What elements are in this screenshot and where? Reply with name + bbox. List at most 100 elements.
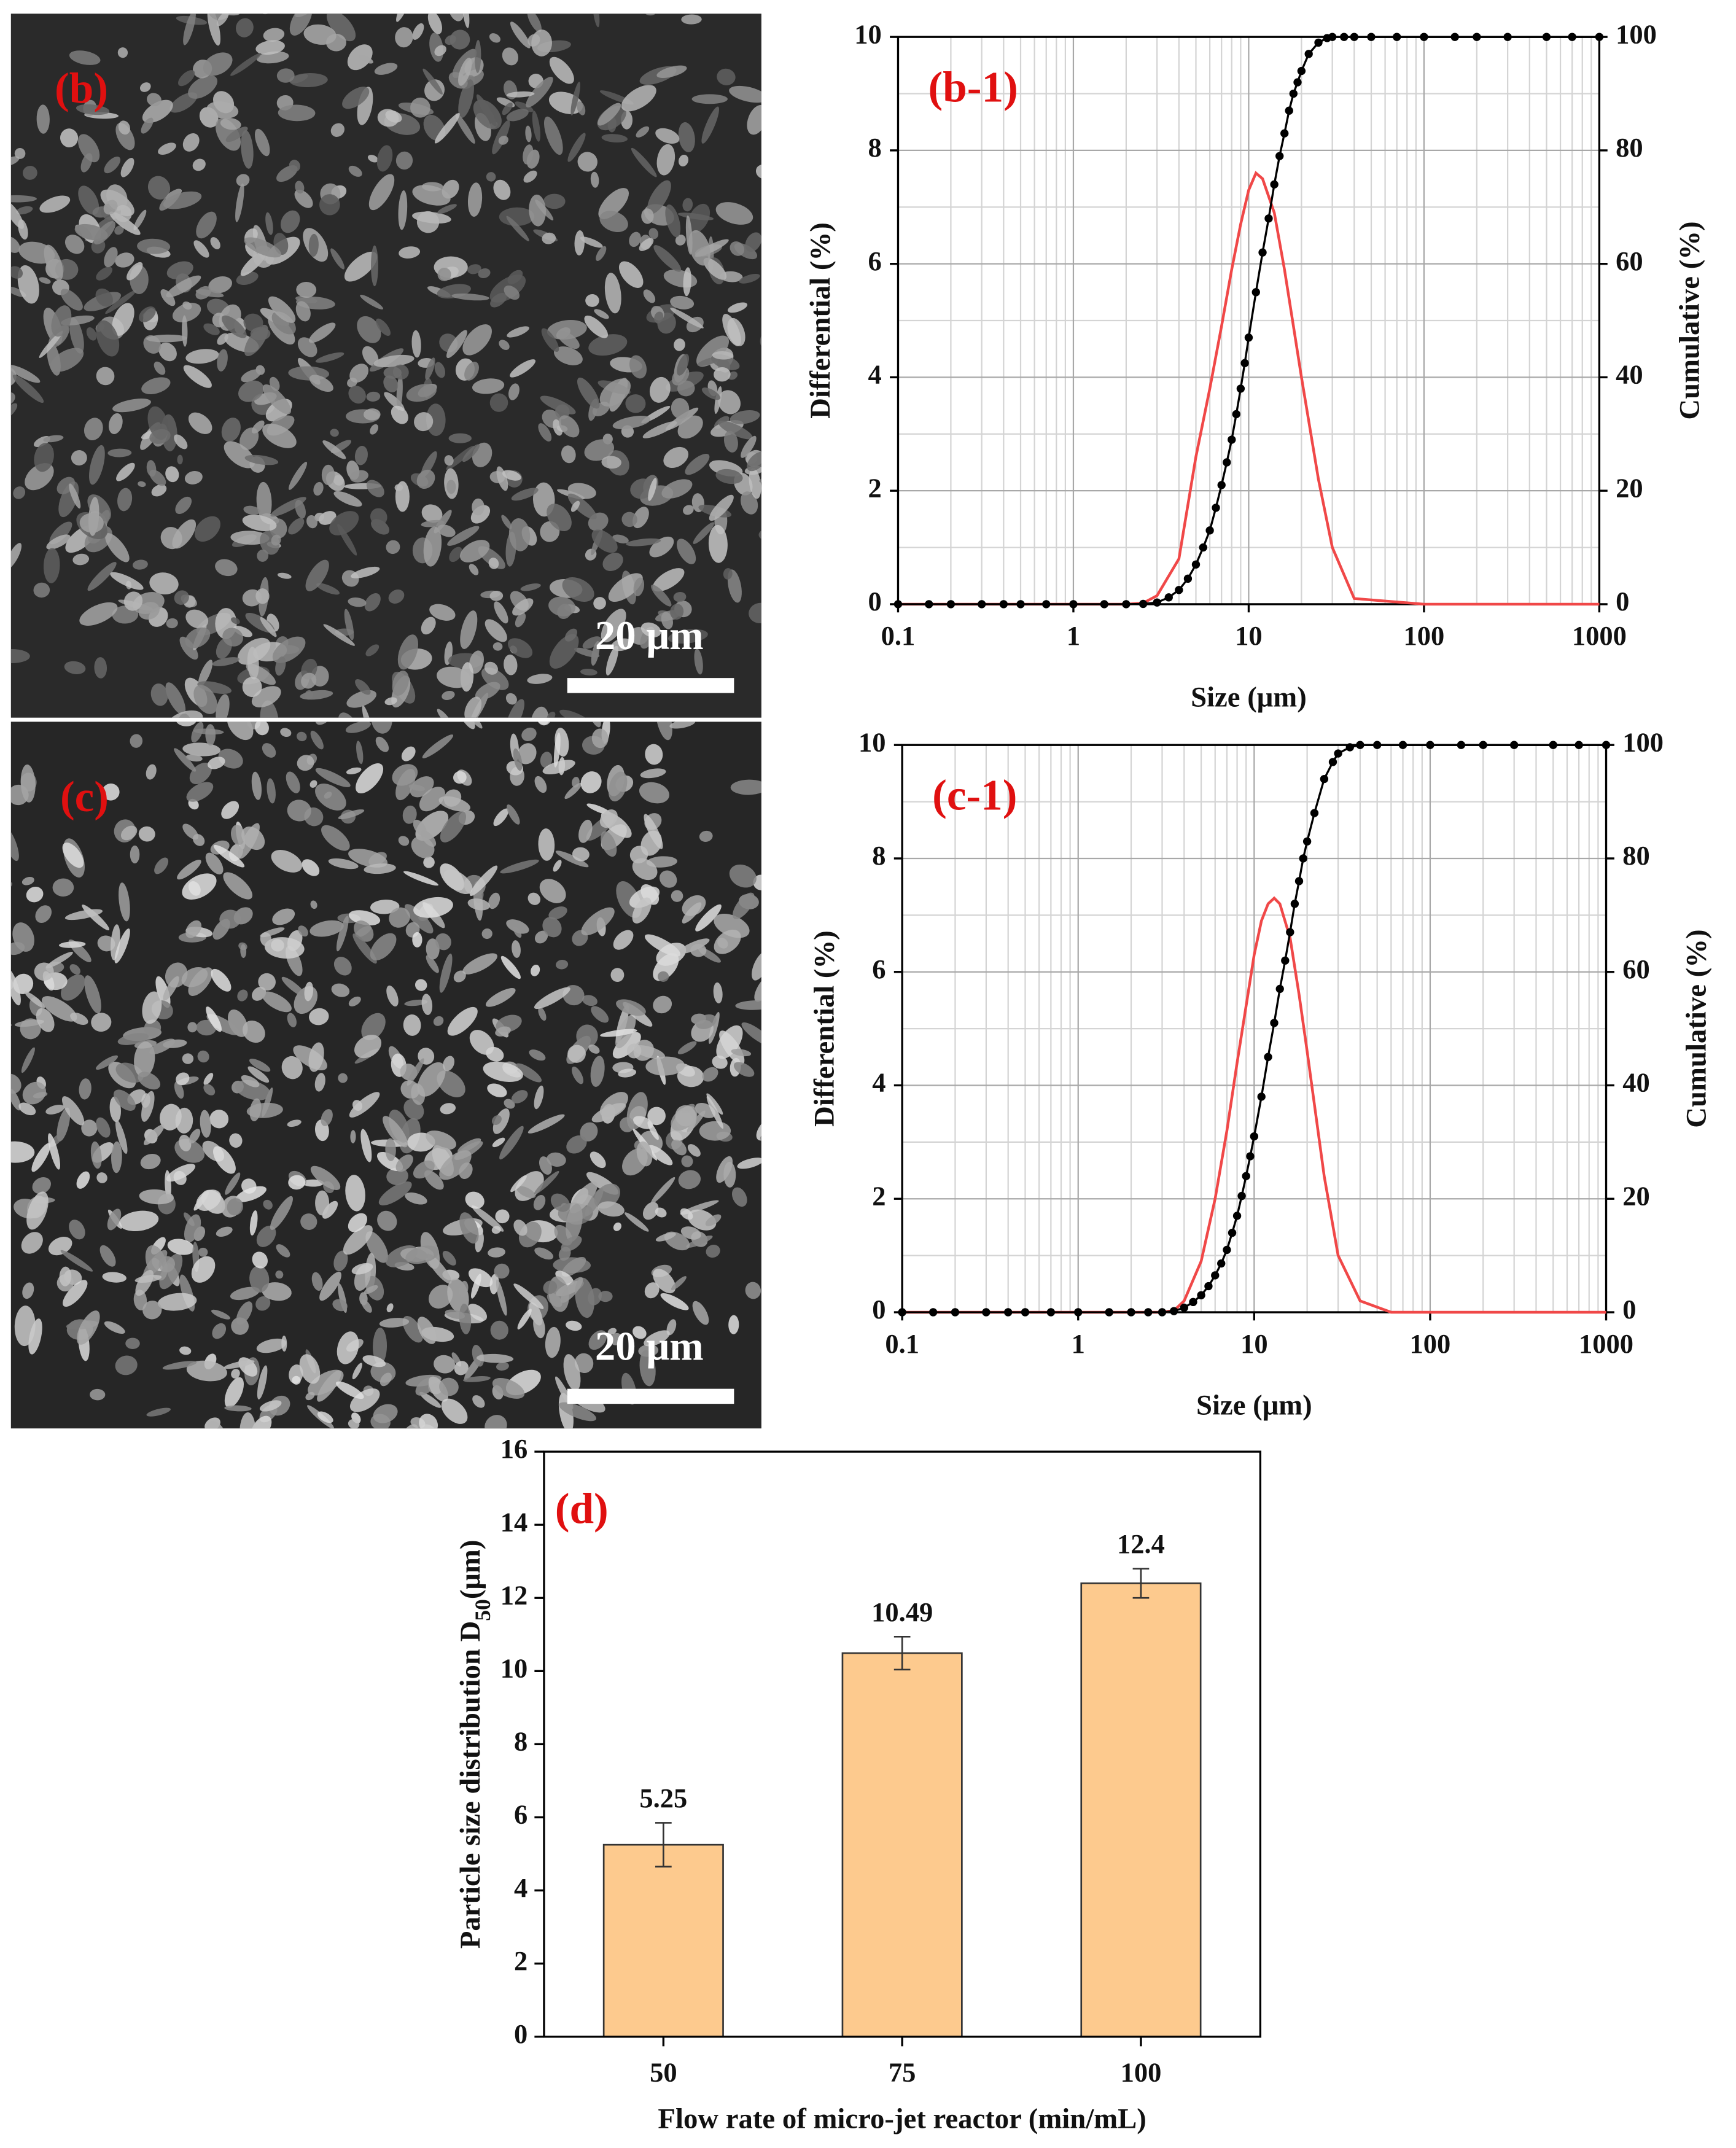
sem-grain <box>221 418 241 442</box>
sem-grain <box>403 871 438 886</box>
sem-grain <box>442 1250 456 1266</box>
sem-grain <box>629 886 660 908</box>
sem-grain <box>112 303 134 336</box>
sem-grain <box>763 321 780 341</box>
sem-grain <box>408 784 426 792</box>
sem-grain <box>220 118 241 130</box>
sem-grain <box>732 892 755 919</box>
sem-grain <box>727 302 747 313</box>
sem-grain <box>453 970 466 983</box>
sem-grain <box>331 983 350 997</box>
data-point <box>982 1308 991 1317</box>
data-point <box>893 600 903 609</box>
sem-grain <box>696 335 730 367</box>
sem-grain <box>489 591 504 601</box>
sem-grain <box>433 1016 444 1026</box>
sem-grain <box>670 295 695 309</box>
sem-grain <box>224 1360 255 1369</box>
sem-grain <box>690 944 707 957</box>
sem-grain <box>155 976 171 1008</box>
sem-grain <box>166 275 201 298</box>
sem-grain <box>379 1318 410 1328</box>
sem-grain <box>306 515 318 529</box>
sem-grain <box>120 825 138 841</box>
sem-grain <box>262 384 292 414</box>
sem-grain <box>515 1063 542 1083</box>
sem-grain <box>715 469 743 484</box>
sem-grain <box>542 917 562 938</box>
sem-grain <box>506 91 535 98</box>
sem-grain <box>90 1388 106 1401</box>
sem-grain <box>533 1194 546 1210</box>
sem-grain <box>69 964 80 975</box>
sem-grain <box>17 265 39 304</box>
sem-grain <box>534 776 547 793</box>
sem-grain <box>643 289 656 303</box>
sem-grain <box>14 1019 44 1027</box>
sem-grain <box>588 1044 600 1054</box>
sem-grain <box>198 660 213 687</box>
data-point <box>1183 574 1193 583</box>
bar <box>841 1652 963 2038</box>
sem-grain <box>538 423 552 442</box>
sem-grain <box>368 174 395 211</box>
sem-grain <box>383 375 399 392</box>
sem-grain <box>332 1299 348 1312</box>
sem-grain <box>680 1208 693 1220</box>
sem-grain <box>486 172 496 182</box>
sem-grain <box>765 1231 792 1251</box>
sem-grain <box>564 628 577 642</box>
sem-grain <box>585 0 600 9</box>
sem-grain <box>784 1318 819 1344</box>
sem-grain <box>467 898 490 911</box>
sem-grain <box>789 1169 808 1188</box>
x-tick-label: 50 <box>650 2057 677 2087</box>
sem-grain <box>610 1333 623 1345</box>
sem-grain <box>182 133 200 152</box>
sem-grain <box>718 421 753 440</box>
sem-grain <box>238 1457 252 1471</box>
sem-grain <box>488 1247 505 1258</box>
data-point <box>1602 741 1611 749</box>
sem-grain <box>242 677 262 698</box>
sem-grain <box>371 722 392 734</box>
sem-grain <box>576 1024 598 1048</box>
sem-grain <box>426 1130 456 1150</box>
sem-grain <box>258 1434 274 1452</box>
sem-grain <box>776 1253 798 1275</box>
sem-grain <box>107 1208 122 1231</box>
sem-grain <box>225 126 248 142</box>
sem-grain <box>442 690 455 701</box>
sem-grain <box>376 145 393 172</box>
data-point <box>1314 38 1323 47</box>
sem-grain <box>511 1090 528 1103</box>
y-tick-label: 8 <box>514 1726 527 1757</box>
sem-grain <box>787 1156 823 1197</box>
sem-grain <box>140 1153 161 1170</box>
sem-grain <box>448 433 472 443</box>
data-point <box>1275 984 1284 994</box>
sem-grain <box>208 276 233 294</box>
sem-grain <box>752 951 761 981</box>
sem-grain <box>687 1110 706 1132</box>
sem-grain <box>547 504 572 532</box>
sem-grain <box>256 481 272 521</box>
sem-grain <box>584 315 609 338</box>
sem-grain <box>280 728 292 737</box>
sem-grain <box>251 1415 272 1429</box>
sem-grain <box>601 609 626 643</box>
sem-grain <box>395 1154 413 1172</box>
sem-grain <box>64 909 103 920</box>
sem-grain <box>10 286 26 297</box>
sem-grain <box>464 696 482 718</box>
sem-grain <box>194 516 220 542</box>
sem-grain <box>146 334 187 343</box>
sem-grain <box>424 1170 444 1190</box>
y-tick-label: 4 <box>868 359 882 390</box>
sem-grain <box>591 728 609 749</box>
sem-grain <box>315 1190 330 1216</box>
sem-grain <box>729 85 761 103</box>
sem-grain <box>133 209 147 231</box>
sem-grain <box>656 144 675 176</box>
sem-grain <box>338 1073 348 1083</box>
